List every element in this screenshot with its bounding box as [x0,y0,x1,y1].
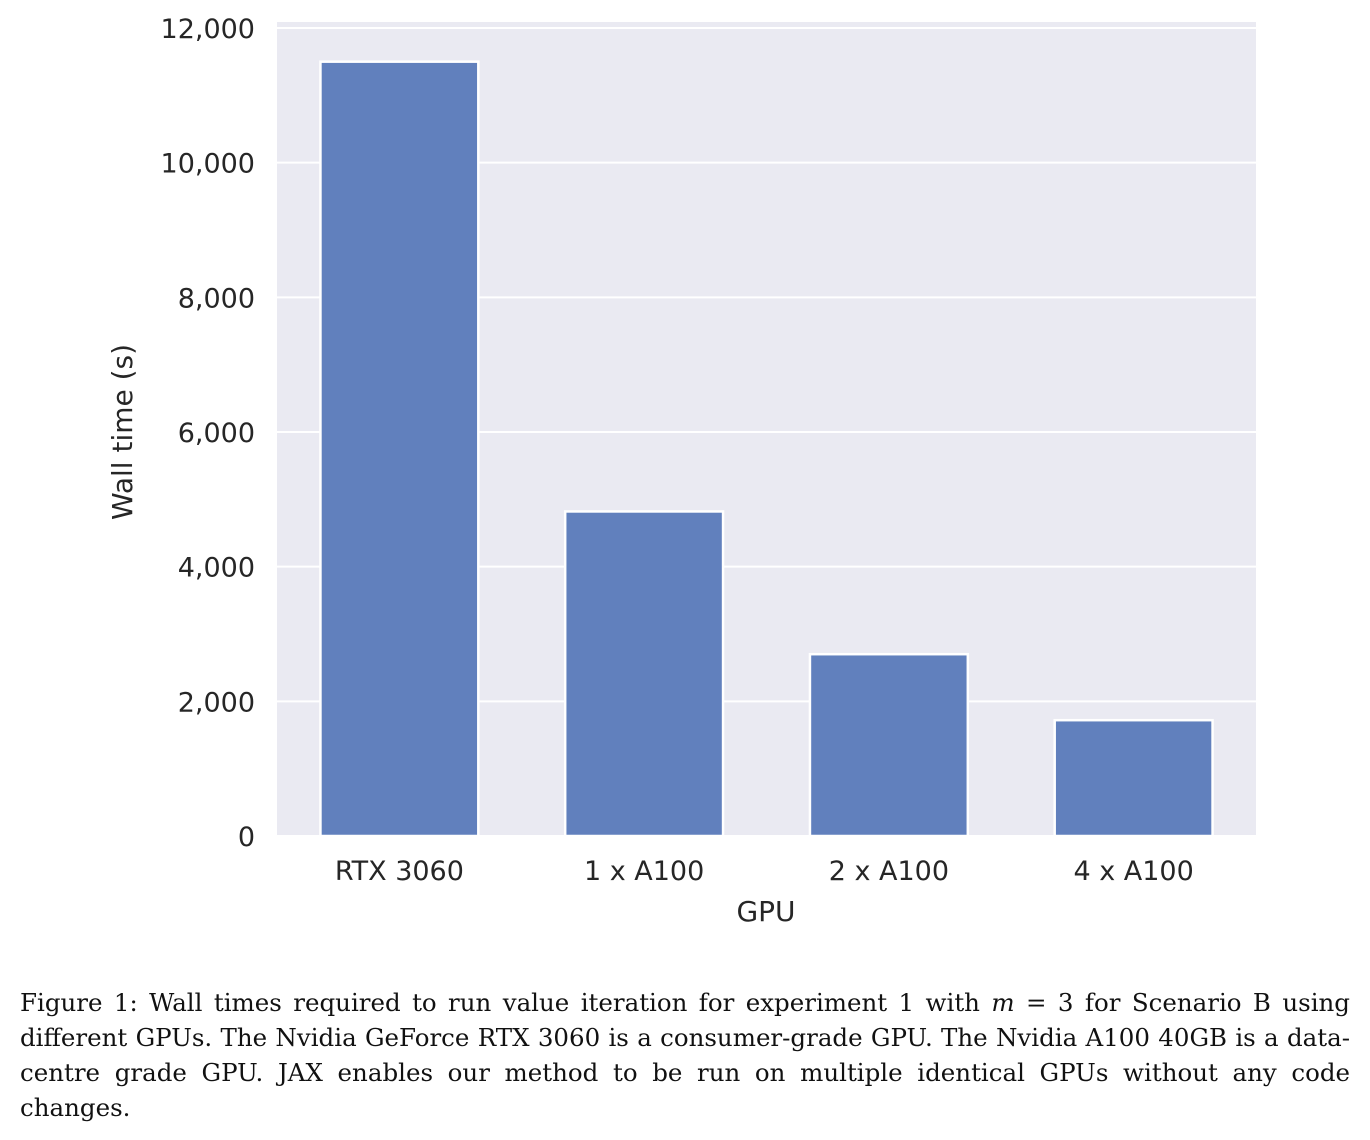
figure-caption: Figure 1: Wall times required to run val… [20,985,1350,1125]
bar [563,510,725,838]
x-tick-label: RTX 3060 [335,856,464,887]
x-tick-label: 1 x A100 [584,856,704,887]
caption-math-rest: = 3 [1014,988,1074,1017]
bars [319,60,1214,838]
y-tick-label: 8,000 [178,283,255,314]
caption-prefix: Figure 1: Wall times required to run val… [20,988,992,1017]
y-tick-label: 4,000 [178,553,255,584]
y-axis-label: Wall time (s) [106,344,139,520]
x-tick-label: 4 x A100 [1073,856,1193,887]
bar [319,60,480,838]
y-tick-label: 2,000 [178,687,255,718]
x-axis-label: GPU [736,895,795,928]
y-tick-label: 0 [238,822,255,853]
y-tick-labels: 0 2,000 4,000 6,000 8,000 10,000 12,000 [161,14,255,853]
y-tick-label: 12,000 [161,14,255,45]
bar-chart: 0 2,000 4,000 6,000 8,000 10,000 12,000 RTX 30… [106,14,1256,928]
bar [1053,718,1214,838]
x-tick-labels: RTX 3060 1 x A100 2 x A100 4 x A100 [335,856,1194,887]
y-tick-label: 6,000 [178,418,255,449]
y-tick-label: 10,000 [161,149,255,180]
caption-suffix: for Scenario B using different GPUs. The… [20,988,1350,1122]
bar [808,652,970,838]
caption-math-var: m [991,988,1015,1017]
x-tick-label: 2 x A100 [829,856,949,887]
